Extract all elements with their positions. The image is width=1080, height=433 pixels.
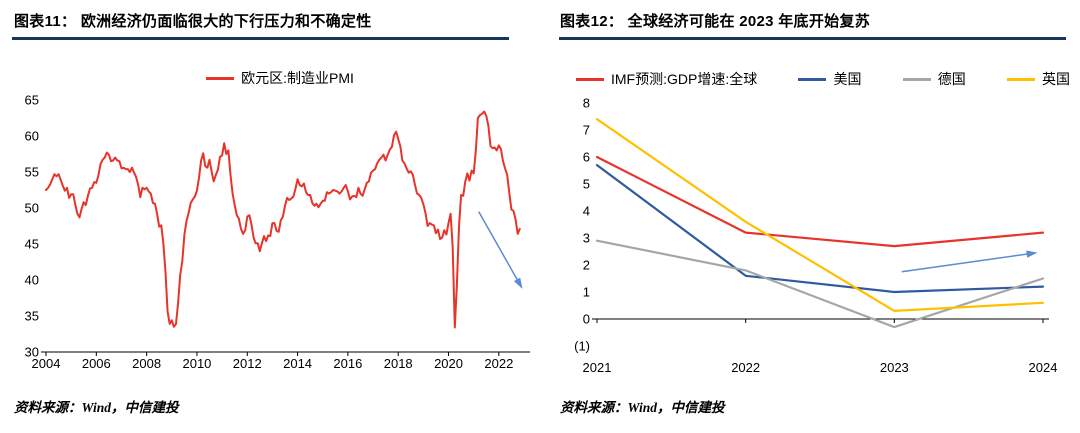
y-tick-label: 5: [583, 177, 590, 192]
series-line: [45, 110, 521, 329]
series-line: [595, 155, 1045, 248]
x-tick-label: 2012: [233, 356, 262, 371]
y-tick-label: 60: [25, 129, 39, 144]
series-line: [595, 239, 1045, 329]
legend-label: IMF预测:GDP增速:全球: [611, 71, 758, 87]
legend-item: 美国: [798, 71, 861, 88]
x-tick-label: 2021: [583, 360, 612, 375]
y-tick-label: 45: [25, 237, 39, 252]
legend-line-swatch: [1006, 78, 1035, 81]
legend-item: 德国: [902, 71, 966, 88]
y-tick-label: 65: [25, 93, 39, 108]
y-tick-label: 7: [583, 123, 590, 138]
x-tick-label: 2022: [484, 356, 513, 371]
legend-label: 欧元区:制造业PMI: [241, 70, 354, 86]
chart-12-title: 图表12： 全球经济可能在 2023 年底开始复苏: [560, 13, 871, 30]
y-tick-label: 30: [25, 345, 39, 360]
pmi-chart-legend: 欧元区:制造业PMI: [30, 70, 530, 87]
legend-line-swatch: [206, 77, 235, 80]
series-line: [595, 163, 1045, 294]
legend-item: 英国: [1006, 71, 1070, 88]
trend-arrow: [901, 252, 1036, 273]
panel-chart-11: 图表11： 欧洲经济仍面临很大的下行压力和不确定性 欧元区:制造业PMI 200…: [12, 13, 530, 415]
legend-label: 英国: [1041, 71, 1070, 87]
y-tick-label: 3: [583, 231, 590, 246]
series-line: [595, 118, 1045, 312]
x-tick-label: 2008: [132, 356, 161, 371]
trend-arrow: [478, 211, 523, 288]
x-tick-label: 2020: [434, 356, 463, 371]
y-tick-label: 50: [25, 201, 39, 216]
legend-label: 德国: [937, 71, 966, 87]
y-tick-label: 55: [25, 165, 39, 180]
trend-arrow-head: [1026, 250, 1038, 258]
y-tick-label: 2: [583, 258, 590, 273]
chart-11-title: 图表11： 欧洲经济仍面临很大的下行压力和不确定性: [14, 13, 372, 30]
y-tick-label: 35: [25, 309, 39, 324]
x-tick-label: 2014: [283, 356, 312, 371]
source-note: 资料来源：Wind，中信建投: [560, 400, 725, 415]
y-tick-label: 40: [25, 273, 39, 288]
legend-label: 美国: [833, 71, 862, 87]
legend-item: 欧元区:制造业PMI: [206, 70, 354, 87]
y-tick-label: 8: [583, 96, 590, 111]
x-tick-label: 2010: [182, 356, 211, 371]
gdp-chart-legend: IMF预测:GDP增速:全球 美国 德国 英国: [576, 71, 1070, 88]
title-underline: [12, 37, 509, 40]
legend-line-swatch: [798, 78, 827, 81]
y-tick-label: (1): [574, 339, 590, 354]
y-tick-label: 6: [583, 150, 590, 165]
title-underline: [559, 37, 1066, 40]
panel-chart-12: 图表12： 全球经济可能在 2023 年底开始复苏 IMF预测:GDP增速:全球…: [540, 0, 1080, 433]
legend-item: IMF预测:GDP增速:全球: [576, 71, 757, 88]
trend-arrow-head: [513, 277, 523, 289]
x-tick-label: 2016: [333, 356, 362, 371]
x-tick-label: 2023: [880, 360, 909, 375]
x-tick-label: 2018: [384, 356, 413, 371]
x-tick-label: 2024: [1029, 360, 1058, 375]
legend-line-swatch: [576, 78, 604, 81]
x-tick-label: 2022: [731, 360, 760, 375]
y-tick-label: 0: [583, 312, 590, 327]
source-note: 资料来源：Wind，中信建投: [14, 400, 179, 415]
pmi-line-chart: 2004 2006 2008 2010 2012 2014 2016 2018 2020 2022…: [25, 93, 530, 371]
x-tick-label: 2004: [32, 356, 61, 371]
y-tick-label: 4: [583, 204, 590, 219]
x-tick-label: 2006: [82, 356, 111, 371]
gdp-line-chart: 2021 2022 2023 2024 8 7 6 5 4 3 2 1 0 (1): [574, 96, 1058, 376]
y-tick-label: 1: [583, 285, 590, 300]
legend-line-swatch: [902, 78, 931, 81]
